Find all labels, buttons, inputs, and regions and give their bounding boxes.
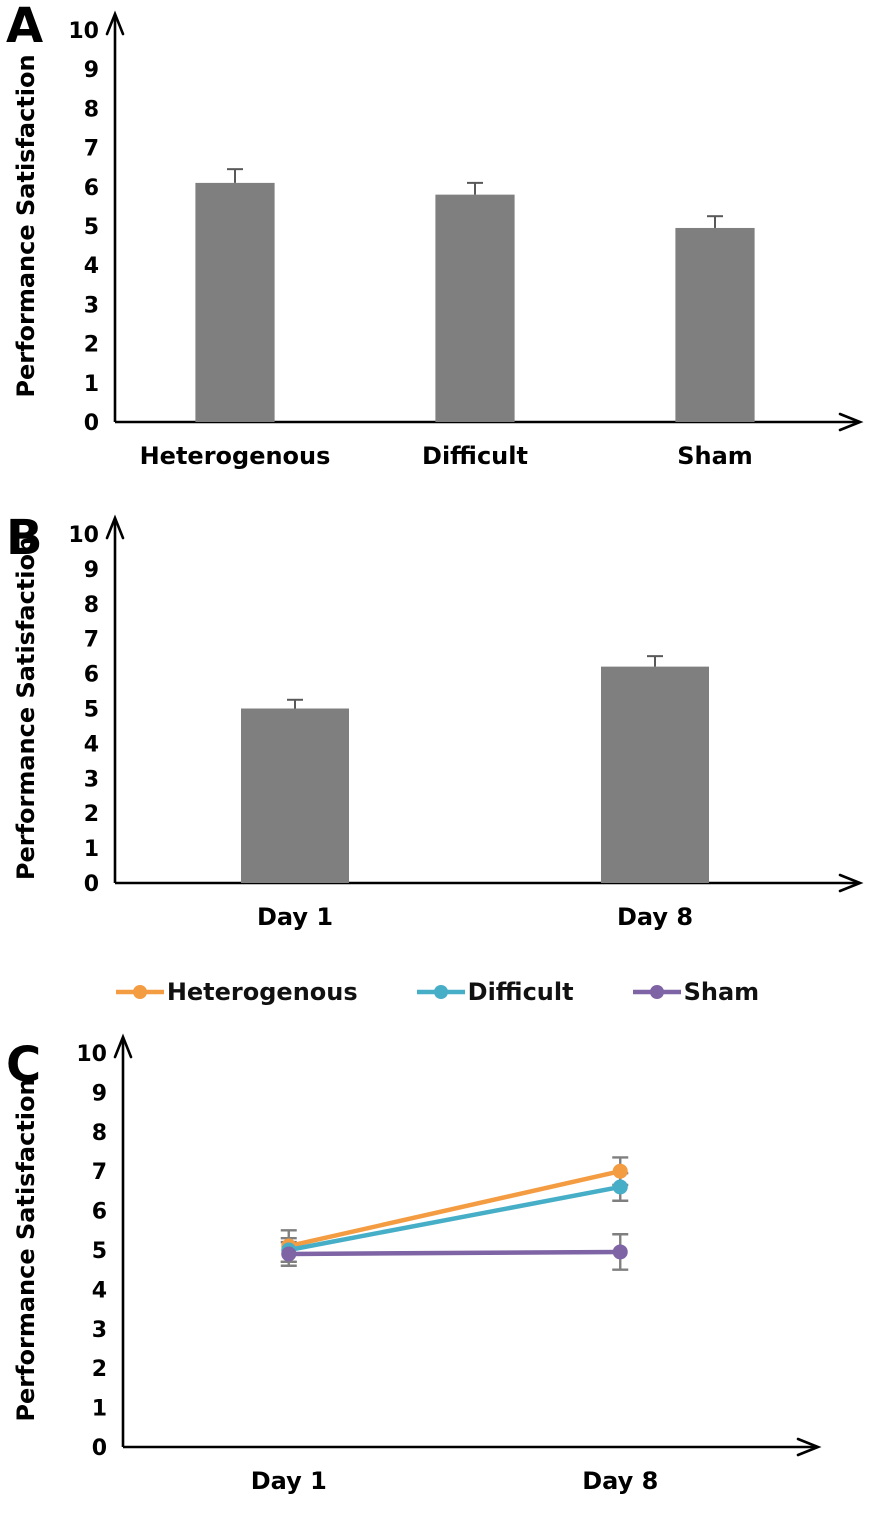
x-category-label: Day 8 <box>617 903 693 931</box>
y-tick-label: 1 <box>84 372 99 397</box>
x-axis-arrow <box>796 1437 822 1457</box>
series-line-difficult <box>286 1184 623 1253</box>
legend-label: Sham <box>683 978 760 1006</box>
y-tick-label: 3 <box>84 767 99 792</box>
y-tick-label: 0 <box>84 411 99 436</box>
y-tick-label: 8 <box>84 97 99 122</box>
y-tick-label: 10 <box>76 1042 107 1067</box>
data-point-sham <box>612 1244 628 1260</box>
y-tick-label: 7 <box>84 628 99 653</box>
x-axis-arrow <box>838 412 864 432</box>
y-tick-label: 0 <box>84 872 99 897</box>
y-tick-label: 8 <box>84 593 99 618</box>
panel-a: A 0 1 2 3 4 5 6 7 8 9 10 Performance Satisfaction He… <box>0 0 874 500</box>
y-tick-label: 0 <box>92 1436 107 1461</box>
bar <box>675 227 755 422</box>
y-tick-label: 8 <box>92 1121 107 1146</box>
y-tick-label: 1 <box>92 1397 107 1422</box>
bar <box>241 708 349 883</box>
y-tick-label: 5 <box>92 1239 107 1264</box>
y-tick-label: 7 <box>92 1160 107 1185</box>
y-axis-title: Performance Satisfaction <box>12 537 40 880</box>
y-tick-label: 4 <box>84 254 99 279</box>
y-tick-label: 7 <box>84 137 99 162</box>
y-axis-title: Performance Satisfaction <box>12 54 40 397</box>
y-tick-label: 10 <box>68 523 99 548</box>
legend-marker-difficult <box>416 985 465 999</box>
data-point-sham <box>281 1246 297 1262</box>
line-chart-performance-by-day-and-condition: 0 1 2 3 4 5 6 7 8 9 10 Performance Satisfaction Day … <box>12 1033 822 1495</box>
y-axis-arrow <box>105 10 125 36</box>
x-category-label: Day 8 <box>582 1467 658 1495</box>
panel-c: C 0 1 2 3 4 5 6 7 8 9 10 Performance Satisfaction Da… <box>0 1015 874 1527</box>
panel-b-letter: B <box>6 510 43 566</box>
y-tick-label: 9 <box>84 58 99 83</box>
y-axis-arrow <box>113 1033 133 1059</box>
y-tick-label: 5 <box>84 215 99 240</box>
x-axis-arrow <box>838 873 864 893</box>
panel-b: B 0 1 2 3 4 5 6 7 8 9 10 Performance Satisfaction Da… <box>0 500 874 955</box>
bar <box>435 194 515 422</box>
legend-marker-heterogenous <box>115 985 164 999</box>
y-tick-label: 6 <box>84 663 99 688</box>
y-tick-label: 4 <box>84 732 99 757</box>
bar <box>601 666 709 883</box>
panel-c-letter: C <box>6 1037 42 1093</box>
data-point-difficult <box>612 1179 628 1195</box>
panel-a-letter: A <box>6 0 44 54</box>
y-tick-label: 4 <box>92 1278 107 1303</box>
x-category-label: Day 1 <box>257 903 333 931</box>
y-tick-label: 3 <box>92 1318 107 1343</box>
y-tick-label: 3 <box>84 293 99 318</box>
data-point-heterogenous <box>612 1163 628 1179</box>
bar-chart-performance-by-day: 0 1 2 3 4 5 6 7 8 9 10 Performance Satisfaction Day … <box>12 514 864 931</box>
y-tick-label: 2 <box>84 802 99 827</box>
y-tick-label: 5 <box>84 698 99 723</box>
bar <box>195 182 275 422</box>
y-tick-label: 6 <box>84 176 99 201</box>
y-tick-label: 10 <box>68 19 99 44</box>
legend-item-difficult: Difficult <box>416 978 574 1006</box>
x-category-label: Heterogenous <box>140 442 331 470</box>
y-axis-arrow <box>105 514 125 540</box>
x-category-label: Day 1 <box>251 1467 327 1495</box>
bar-chart-performance-by-condition: 0 1 2 3 4 5 6 7 8 9 10 Performance Satisfaction Hete… <box>12 10 864 470</box>
legend-marker-sham <box>632 985 681 999</box>
legend-item-heterogenous: Heterogenous <box>115 978 358 1006</box>
y-axis-title: Performance Satisfaction <box>12 1078 40 1421</box>
y-tick-label: 9 <box>92 1081 107 1106</box>
series-line-heterogenous <box>286 1168 623 1249</box>
y-tick-label: 1 <box>84 837 99 862</box>
series-line-sham <box>286 1249 623 1257</box>
legend-label: Difficult <box>467 978 574 1006</box>
y-tick-label: 2 <box>84 333 99 358</box>
x-category-label: Sham <box>677 442 753 470</box>
legend-item-sham: Sham <box>632 978 760 1006</box>
y-tick-label: 2 <box>92 1357 107 1382</box>
legend: Heterogenous Difficult Sham <box>0 955 874 1015</box>
legend-label: Heterogenous <box>166 978 358 1006</box>
x-category-label: Difficult <box>422 442 528 470</box>
y-tick-label: 6 <box>92 1200 107 1225</box>
y-tick-label: 9 <box>84 558 99 583</box>
